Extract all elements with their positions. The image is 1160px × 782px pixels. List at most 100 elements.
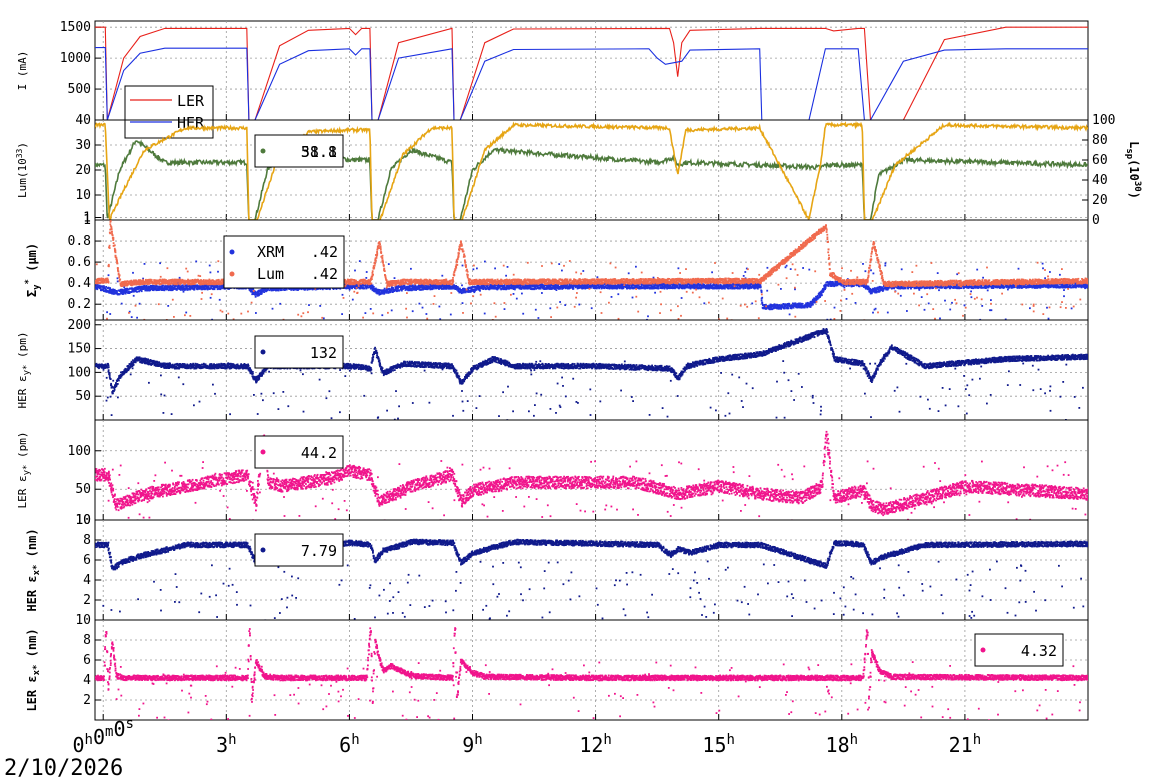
series-line-her xyxy=(95,47,1088,120)
data-point xyxy=(847,284,850,287)
data-point xyxy=(494,286,496,289)
data-point xyxy=(395,285,398,288)
data-point xyxy=(970,290,972,293)
y2-tick-label: 0 xyxy=(1092,213,1100,228)
data-point xyxy=(383,287,386,290)
data-point xyxy=(764,306,766,309)
data-point xyxy=(438,305,441,308)
data-point xyxy=(477,284,480,287)
data-point xyxy=(116,277,119,280)
data-point xyxy=(660,283,662,285)
data-point xyxy=(268,289,271,292)
data-point xyxy=(251,291,254,293)
data-point xyxy=(949,287,951,290)
data-point xyxy=(396,290,398,293)
data-point xyxy=(182,286,185,289)
data-point xyxy=(739,283,741,286)
data-point xyxy=(564,284,566,287)
data-point xyxy=(274,287,277,290)
data-point xyxy=(941,286,943,289)
data-point xyxy=(689,284,691,287)
data-point xyxy=(785,306,788,309)
data-point xyxy=(410,285,413,288)
data-point xyxy=(874,307,877,310)
data-point xyxy=(348,287,351,290)
data-point xyxy=(622,286,625,288)
data-point xyxy=(441,285,444,287)
data-point xyxy=(241,287,244,290)
data-point xyxy=(1018,287,1021,289)
data-point xyxy=(727,285,730,287)
data-point xyxy=(680,287,683,290)
data-point xyxy=(258,289,261,292)
data-point xyxy=(611,286,614,288)
data-point xyxy=(797,305,800,308)
data-point xyxy=(178,285,180,288)
data-point xyxy=(883,287,886,290)
data-point xyxy=(842,285,845,287)
data-point xyxy=(512,285,515,288)
data-point xyxy=(394,288,397,290)
data-point xyxy=(183,285,185,288)
data-point xyxy=(773,305,776,308)
data-point xyxy=(854,302,857,304)
data-point xyxy=(180,288,182,290)
data-point xyxy=(661,285,664,287)
data-point xyxy=(348,286,351,289)
data-point xyxy=(138,290,141,293)
data-point xyxy=(326,287,329,290)
data-point xyxy=(538,287,540,290)
data-point xyxy=(984,285,987,288)
data-point xyxy=(1038,285,1040,287)
data-point xyxy=(186,287,189,290)
plot-area xyxy=(95,26,1088,120)
data-point xyxy=(411,310,414,313)
data-point xyxy=(510,287,512,289)
data-point xyxy=(1042,267,1044,270)
data-point xyxy=(824,288,826,291)
data-point xyxy=(378,290,381,293)
data-point xyxy=(440,285,443,288)
data-point xyxy=(819,294,822,297)
data-point xyxy=(834,284,836,287)
data-point xyxy=(1000,284,1002,287)
data-point xyxy=(262,290,265,292)
data-point xyxy=(515,297,518,300)
y-tick-label: 0.2 xyxy=(68,297,91,312)
data-point xyxy=(158,289,160,291)
data-point xyxy=(662,283,665,285)
data-point xyxy=(139,289,141,292)
data-point xyxy=(520,288,523,290)
data-point xyxy=(425,313,428,315)
data-point xyxy=(265,289,268,292)
data-point xyxy=(142,277,144,280)
data-point xyxy=(616,284,619,287)
data-point xyxy=(106,311,108,314)
data-point xyxy=(165,286,168,289)
data-point xyxy=(686,284,689,287)
data-point xyxy=(490,286,493,288)
data-point xyxy=(746,282,749,285)
data-point xyxy=(558,263,561,265)
data-point xyxy=(820,292,823,295)
data-point xyxy=(113,290,116,293)
data-point xyxy=(452,284,455,287)
data-point xyxy=(164,287,166,290)
data-point xyxy=(889,286,892,289)
data-point xyxy=(823,288,825,291)
data-point xyxy=(701,286,704,289)
data-point xyxy=(304,288,307,290)
data-point xyxy=(514,288,516,291)
data-point xyxy=(118,293,121,296)
data-point xyxy=(207,287,210,290)
data-point xyxy=(563,286,566,289)
data-point xyxy=(133,287,136,289)
data-point xyxy=(884,264,887,267)
data-point xyxy=(448,284,451,287)
data-point xyxy=(418,287,421,290)
data-point xyxy=(725,286,728,289)
data-point xyxy=(580,285,583,288)
data-point xyxy=(441,274,444,277)
data-point xyxy=(572,287,575,290)
data-point xyxy=(452,287,454,290)
